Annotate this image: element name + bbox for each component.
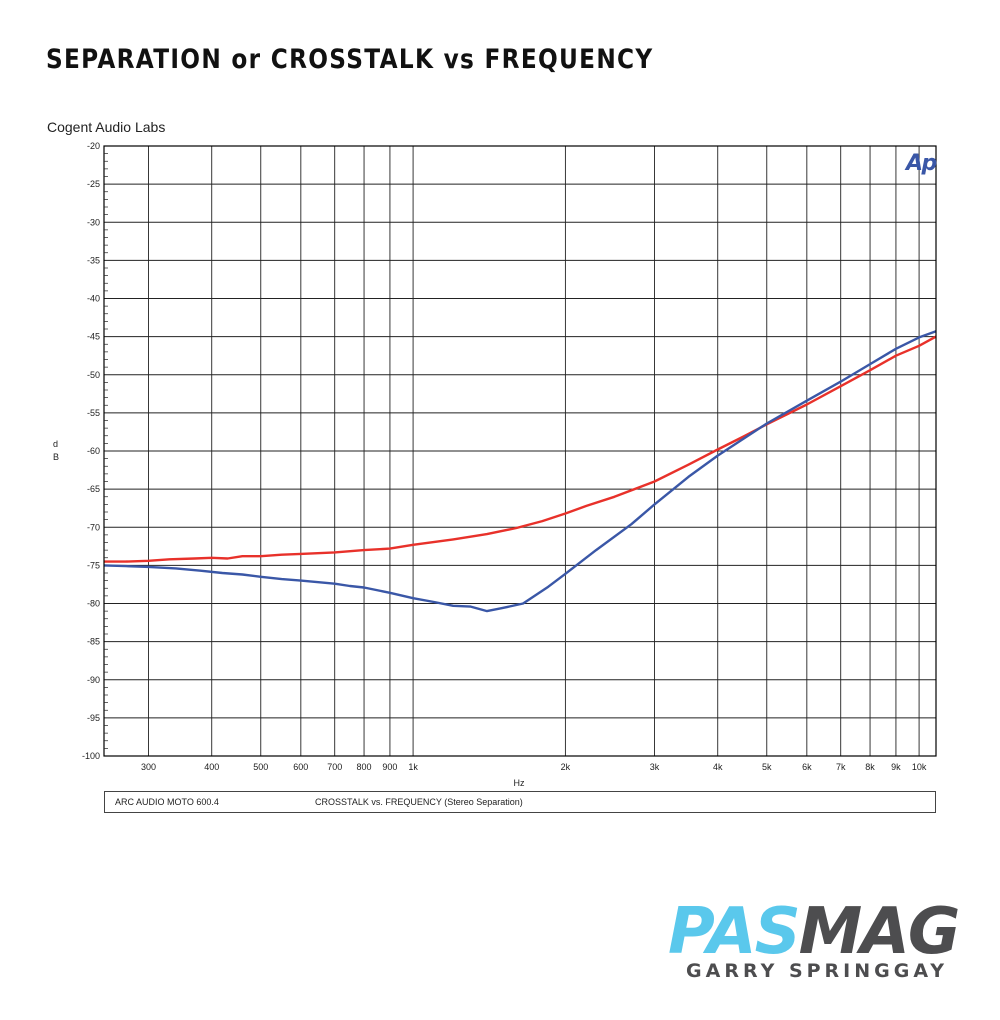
chart-ticks: -20 -25 -30 -35 -40 -45 -50 -55 -60 -65 -70 -75 -80 -…	[82, 141, 927, 772]
y-tick-label: -35	[87, 255, 100, 265]
x-tick-label: 3k	[650, 762, 660, 772]
y-tick-label: -90	[87, 675, 100, 685]
x-axis-label: Hz	[514, 778, 525, 788]
brand-logo-part2: MAG	[798, 895, 961, 969]
y-tick-label: -100	[82, 751, 100, 761]
caption-description: CROSSTALK vs. FREQUENCY (Stereo Separati…	[315, 797, 523, 807]
x-tick-label: 600	[293, 762, 308, 772]
x-tick-label: 9k	[891, 762, 901, 772]
y-tick-label: -25	[87, 179, 100, 189]
y-tick-label: -40	[87, 294, 100, 304]
x-tick-label: 10k	[912, 762, 927, 772]
y-tick-label: -20	[87, 141, 100, 151]
y-tick-label: -55	[87, 408, 100, 418]
y-tick-label: -80	[87, 599, 100, 609]
y-tick-label: -85	[87, 637, 100, 647]
x-tick-label: 300	[141, 762, 156, 772]
plot-frame	[103, 145, 937, 757]
y-tick-label: -45	[87, 332, 100, 342]
chart-grid	[104, 145, 936, 757]
x-tick-label: 900	[382, 762, 397, 772]
caption-device: ARC AUDIO MOTO 600.4	[115, 797, 219, 807]
series-line-1	[104, 335, 937, 563]
series-line-2	[103, 330, 937, 613]
x-tick-label: 800	[357, 762, 372, 772]
ap-logo: Ap	[904, 151, 937, 176]
y-tick-label: -95	[87, 713, 100, 723]
x-tick-label: 8k	[865, 762, 875, 772]
brand-logo: PASMAG	[668, 900, 960, 964]
y-tick-label: -30	[87, 217, 100, 227]
x-tick-label: 1k	[408, 762, 418, 772]
x-tick-label: 7k	[836, 762, 846, 772]
y-tick-label: -60	[87, 446, 100, 456]
x-tick-label: 400	[204, 762, 219, 772]
x-tick-label: 2k	[561, 762, 571, 772]
x-tick-label: 700	[327, 762, 342, 772]
y-tick-label: -65	[87, 484, 100, 494]
x-tick-label: 4k	[713, 762, 723, 772]
caption-box: ARC AUDIO MOTO 600.4 CROSSTALK vs. FREQU…	[104, 791, 936, 813]
chart-series	[103, 330, 937, 613]
y-tick-label: -70	[87, 522, 100, 532]
page-title: SEPARATION or CROSSTALK vs FREQUENCY	[46, 44, 654, 75]
brand-logo-part1: PAS	[668, 895, 801, 969]
chart-subtitle: Cogent Audio Labs	[47, 119, 166, 135]
brand-author: GARRY SPRINGGAY	[686, 960, 948, 982]
x-tick-label: 6k	[802, 762, 812, 772]
x-tick-label: 5k	[762, 762, 772, 772]
x-tick-label: 500	[253, 762, 268, 772]
y-tick-label: -75	[87, 560, 100, 570]
crosstalk-chart: -20 -25 -30 -35 -40 -45 -50 -55 -60 -65 -70 -75 -80 -…	[53, 141, 938, 788]
y-axis-label: d B	[53, 439, 61, 462]
y-tick-label: -50	[87, 370, 100, 380]
